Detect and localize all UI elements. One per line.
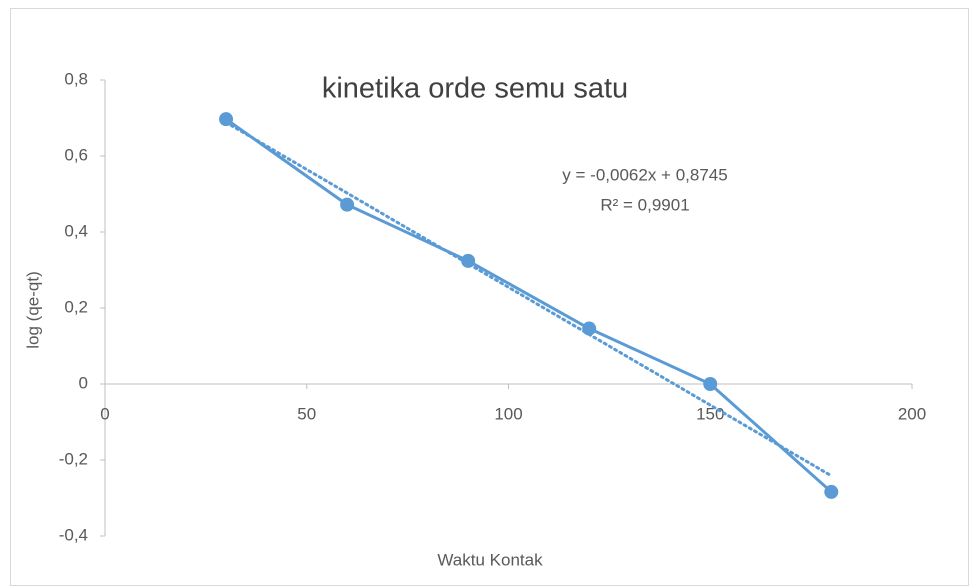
y-tick-label: 0	[79, 373, 88, 392]
x-tick-label: 50	[297, 404, 316, 423]
series-line	[225, 117, 833, 494]
trendline	[224, 120, 833, 478]
y-tick-label: -0,2	[59, 449, 88, 468]
trendline-r2: R² = 0,9901	[600, 195, 689, 214]
y-tick-label: -0,4	[59, 525, 88, 544]
data-point	[824, 484, 839, 499]
x-tick-label: 100	[494, 404, 522, 423]
data-point	[582, 321, 597, 336]
x-tick-label: 0	[100, 404, 109, 423]
x-tick-label: 150	[696, 404, 724, 423]
data-point	[219, 112, 234, 127]
data-point	[703, 377, 718, 391]
data-point	[340, 197, 355, 212]
y-tick-label: 0,8	[64, 69, 88, 88]
x-tick-label: 200	[898, 404, 926, 423]
x-axis-label: Waktu Kontak	[437, 550, 543, 569]
chart-frame	[10, 8, 969, 586]
trendline-equation: y = -0,0062x + 0,8745	[562, 165, 727, 184]
chart-title: kinetika orde semu satu	[322, 73, 628, 105]
y-tick-label: 0,4	[64, 221, 88, 240]
y-tick-label: 0,2	[64, 297, 88, 316]
data-point	[461, 253, 476, 268]
y-axis-label: log (qe-qt)	[23, 271, 42, 348]
y-tick-label: 0,6	[64, 145, 88, 164]
